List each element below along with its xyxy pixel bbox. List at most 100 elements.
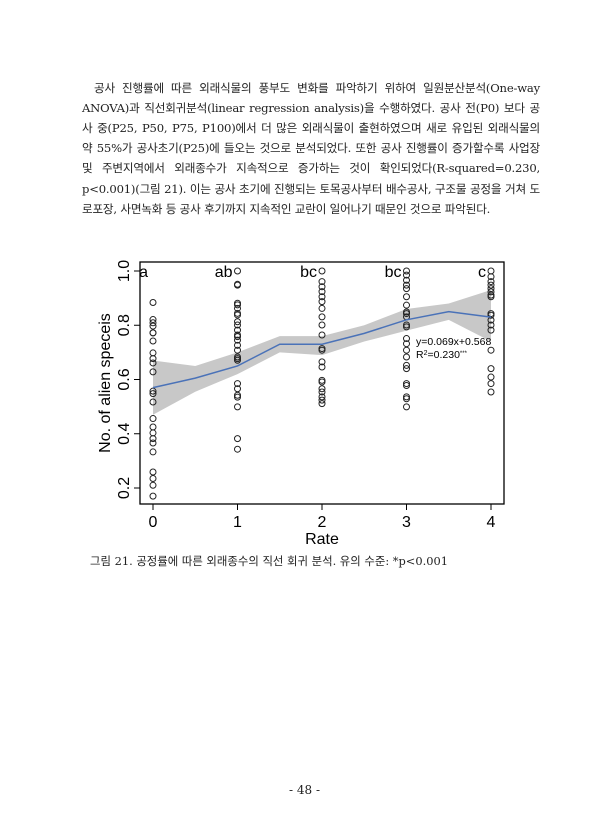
data-point [403,381,410,389]
data-point [403,346,410,354]
data-point [318,293,326,301]
data-point [149,322,157,330]
data-point [318,396,326,404]
data-point [403,281,410,289]
data-point [149,329,157,337]
data-point [403,276,410,284]
data-point [234,267,241,275]
data-point [403,393,410,401]
data-point [234,321,241,329]
data-point [318,388,326,396]
data-point [149,368,157,376]
data-point [487,373,495,381]
data-point [318,358,326,366]
y-tick-label: 0.8 [116,314,133,336]
data-point [234,393,241,401]
data-point [149,439,157,447]
data-point [487,285,495,293]
data-point [403,353,410,361]
data-point [149,398,157,406]
data-point [149,337,157,345]
data-point [318,321,326,329]
data-point [234,435,241,443]
data-point [234,391,241,399]
y-tick-label: 1.0 [116,260,133,282]
data-point [318,304,326,312]
data-point [403,395,410,403]
data-point [149,415,157,423]
data-point [318,393,326,401]
data-point [234,304,241,312]
data-point [403,380,410,388]
smooth-line [152,310,492,389]
group-letter: ab [215,264,233,281]
data-point [234,356,241,364]
data-point [403,285,410,293]
data-point [234,301,241,309]
data-point [403,267,410,275]
x-tick-label: 3 [402,514,411,531]
data-point [318,288,326,296]
data-point [318,346,326,354]
data-point [487,293,495,301]
figure-caption: 그림 21. 공정률에 따른 외래종수의 직선 회귀 분석. 유의 수준: *p… [90,554,448,568]
data-point [318,283,326,291]
y-tick-label: 0.6 [116,368,133,390]
data-point [403,365,410,373]
data-point [234,445,241,453]
group-letter: bc [385,264,402,281]
data-point [149,429,157,437]
data-point [149,492,157,500]
y-tick-label: 0.2 [116,477,133,499]
data-point [403,301,410,309]
data-point [487,281,495,289]
data-point [318,278,326,286]
x-tick-label: 0 [149,514,158,531]
x-axis-label: Rate [305,531,339,548]
r-squared-label: R2=0.230*** [416,349,468,361]
data-point [149,298,157,306]
data-point [149,359,157,367]
data-point [234,385,241,393]
page-number: - 48 - [288,783,320,797]
data-point [318,267,326,275]
y-tick-label: 0.4 [116,423,133,445]
data-point [403,403,410,411]
data-point [487,278,495,286]
data-point [318,331,326,339]
data-point [318,400,326,408]
data-point [149,423,157,431]
data-point [487,388,495,396]
data-point [149,390,157,398]
data-point [318,298,326,306]
data-point [487,311,495,319]
data-point [487,321,495,329]
data-point [149,435,157,443]
data-point [318,363,326,371]
data-point [318,313,326,321]
data-point [234,403,241,411]
data-point [403,271,410,279]
group-letter: c [478,264,486,281]
data-point [487,365,495,373]
data-point [487,326,495,334]
data-point [234,281,241,289]
data-point [234,311,241,319]
data-point [403,361,410,369]
data-point [403,321,410,329]
group-letter: bc [300,264,317,281]
data-point [149,468,157,476]
data-point [234,318,241,326]
x-tick-label: 2 [318,514,327,531]
data-point [149,387,157,395]
data-point [234,336,241,344]
y-axis-label: No. of alien speceis [97,313,114,453]
data-point [149,349,157,357]
data-point [403,323,410,331]
data-point [234,346,241,354]
x-tick-label: 4 [487,514,496,531]
data-point [149,355,157,363]
group-letter: a [139,264,148,281]
